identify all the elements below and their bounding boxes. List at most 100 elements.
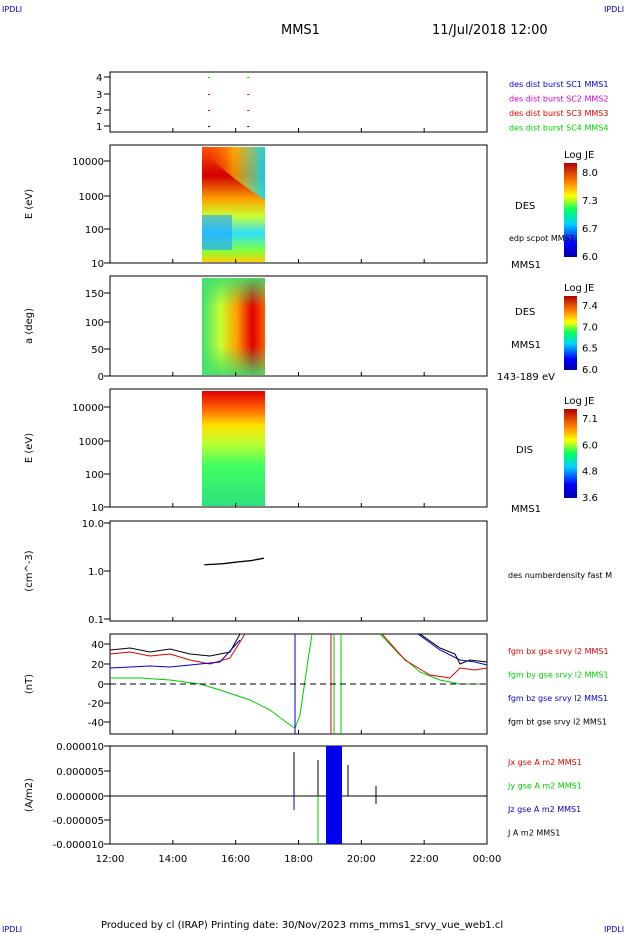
ytick-label: -0.000010: [53, 840, 104, 851]
colorbar-tick: 3.6: [582, 493, 598, 504]
time-tick-label: 18:00: [284, 854, 313, 865]
burst-mark: [207, 94, 210, 95]
bx-curve: [109, 633, 246, 665]
current-legend-entry: Jy gse A m2 MMS1: [507, 782, 582, 791]
ytick-label: -0.000005: [53, 816, 104, 827]
burst-mark: [207, 110, 210, 111]
ytick-label: 100: [85, 225, 104, 236]
corner-label-bottom-right: IPDLI: [604, 925, 624, 934]
colorbar-tick: 6.0: [582, 252, 598, 263]
colorbar-tick: 7.1: [582, 414, 598, 425]
ylabel: E (eV): [24, 433, 35, 463]
ytick-label: -40: [88, 718, 104, 729]
footer-text: Produced by cl (IRAP) Printing date: 30/…: [101, 920, 503, 931]
burst-mark: [247, 94, 250, 95]
burst-ytick: 1: [96, 122, 102, 133]
des-energy-panel-frame: [109, 144, 488, 264]
edp-scpot-label: edp scpot MMS1: [509, 234, 575, 243]
current-curves: [110, 746, 487, 844]
ylabel: (nT): [24, 674, 35, 694]
burst-legend-entry: des dist burst SC1 MMS1: [509, 80, 608, 89]
des-pitch-spectrogram: [202, 278, 265, 375]
ytick-label: 0.000005: [56, 767, 104, 778]
colorbar-tick: 6.0: [582, 440, 598, 451]
ytick-label: 0.000000: [56, 792, 104, 803]
ytick-label: 20: [91, 660, 104, 671]
colorbar-tick: 4.8: [582, 467, 598, 478]
by-curve: [110, 633, 313, 729]
ytick-label: 1000: [79, 437, 104, 448]
density-series: [204, 557, 265, 566]
figure-title: MMS1: [281, 23, 320, 38]
ytick-label: 10: [91, 503, 104, 514]
colorbar-tick: 7.0: [582, 322, 598, 333]
ytick-label: 10000: [72, 157, 104, 168]
colorbar-tick: 6.7: [582, 224, 598, 235]
ytick-label: 150: [85, 289, 104, 300]
time-tick-label: 12:00: [96, 854, 125, 865]
bfield-curves: [109, 633, 488, 734]
colorbar-tick: 6.0: [582, 365, 598, 376]
bfield-legend-entry: fgm bx gse srvy l2 MMS1: [508, 647, 609, 656]
colorbar-title: Log JE: [564, 283, 594, 294]
ytick-label: 1000: [79, 192, 104, 203]
colorbar-title: Log JE: [564, 150, 594, 161]
ytick-label: -20: [88, 699, 104, 710]
time-tick-label: 14:00: [158, 854, 187, 865]
ytick-label: 50: [91, 345, 104, 356]
dis-energy-panel-frame: [109, 388, 488, 508]
current-legend-entry: Jz gse A m2 MMS1: [507, 805, 581, 814]
ylabel: (cm^-3): [24, 550, 35, 591]
time-tick-label: 00:00: [473, 854, 502, 865]
ytick-label: 0: [98, 680, 104, 691]
ytick-label: 10000: [72, 403, 104, 414]
ytick-label: 100: [85, 470, 104, 481]
colorbar-tick: 7.4: [582, 301, 598, 312]
burst-panel-frame: [109, 71, 488, 133]
dis-energy-spectrogram: [202, 391, 265, 506]
burst-mark: [247, 77, 250, 78]
ylabel: E (eV): [24, 189, 35, 219]
time-tick-label: 20:00: [347, 854, 376, 865]
ylabel: (A/m2): [24, 778, 35, 812]
ytick-label: 0: [98, 372, 104, 383]
time-tick-label: 16:00: [221, 854, 250, 865]
burst-ytick: 2: [96, 106, 102, 117]
time-tick-label: 22:00: [410, 854, 439, 865]
colorbar-title: Log JE: [564, 396, 594, 407]
energy-range-label: 143-189 eV: [497, 372, 555, 383]
des-side-label: DES: [515, 201, 535, 212]
bfield-legend-entry: fgm bz gse srvy l2 MMS1: [508, 694, 608, 703]
mms1-label: MMS1: [511, 504, 541, 515]
des-energy-spectrogram: [202, 147, 265, 262]
ytick-label: 100: [85, 318, 104, 329]
colorbar-tick: 7.3: [582, 196, 598, 207]
ylabel: a (deg): [24, 308, 35, 344]
figure-date: 11/Jul/2018 12:00: [432, 23, 548, 38]
des-pitch-panel-frame: [109, 275, 488, 377]
burst-mark: [247, 110, 250, 111]
burst-mark: [207, 77, 210, 78]
burst-mark: [207, 126, 210, 127]
dis-energy-colorbar: [564, 409, 577, 498]
ytick-label: 0.1: [88, 615, 104, 626]
current-legend-entry: Jx gse A m2 MMS1: [507, 758, 582, 767]
burst-legend-entry: des dist burst SC2 MMS2: [509, 95, 608, 104]
corner-label-top-left: IPDLI: [2, 5, 22, 14]
current-panel-frame: [109, 745, 488, 845]
colorbar-tick: 6.5: [582, 344, 598, 355]
current-legend-entry: J A m2 MMS1: [507, 829, 560, 838]
ytick-label: 1.0: [88, 567, 104, 578]
density-legend: des numberdensity fast M: [508, 571, 612, 580]
colorbar-tick: 8.0: [582, 168, 598, 179]
burst-ytick: 4: [96, 73, 102, 84]
ytick-label: 10: [91, 259, 104, 270]
burst-legend-entry: des dist burst SC4 MMS4: [509, 124, 608, 133]
corner-label-top-right: IPDLI: [604, 5, 624, 14]
mms1-label: MMS1: [511, 340, 541, 351]
des-side-label: DES: [515, 307, 535, 318]
des-energy-colorbar: [564, 163, 577, 257]
bt-curve: [109, 633, 241, 657]
ytick-label: 0.000010: [56, 742, 104, 753]
